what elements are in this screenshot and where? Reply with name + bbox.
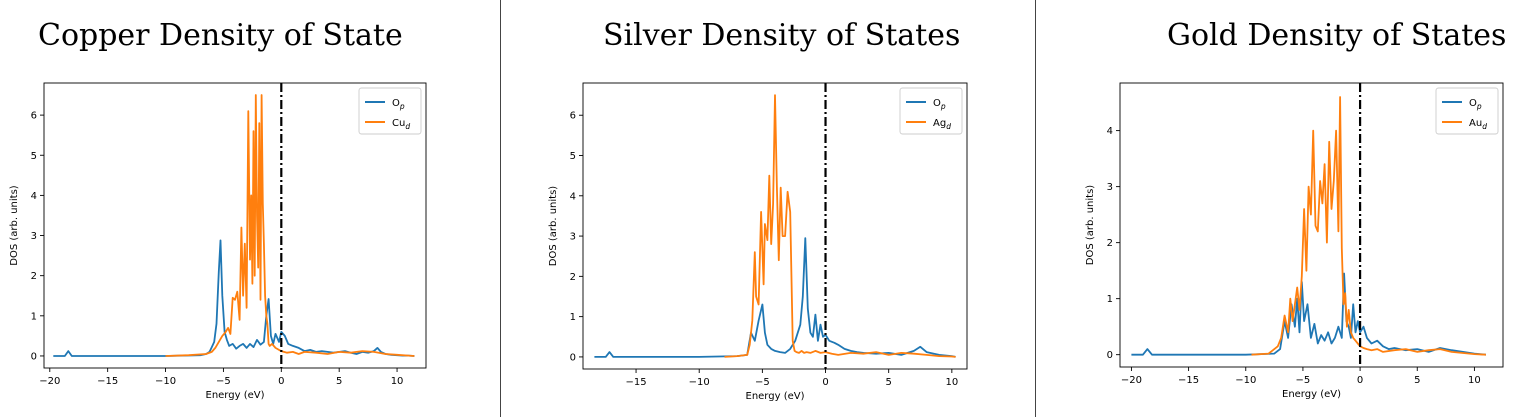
axes-frame	[1119, 82, 1504, 368]
x-tick-label: 0	[822, 377, 828, 388]
x-tick-label: −20	[1121, 375, 1142, 386]
series-line-o	[594, 237, 956, 358]
y-tick-label: 6	[31, 111, 37, 122]
x-tick-label: 0	[1357, 375, 1363, 386]
y-tick-label: 5	[31, 151, 37, 162]
x-tick-label: −15	[97, 376, 118, 387]
y-tick-label: 3	[1107, 182, 1113, 193]
x-tick-label: 0	[278, 376, 284, 387]
series-line-au	[1251, 96, 1486, 356]
legend-label: Op	[392, 98, 405, 111]
x-tick-label: 5	[1414, 375, 1420, 386]
y-tick-label: 4	[31, 191, 37, 202]
silver-dos-chart: −15 −10 −5 0 5 10 0 1 2 3 4 5 6 Energy (eV) DOS (arb. …	[548, 82, 968, 402]
y-tick-label: 4	[1107, 126, 1113, 137]
y-tick-label: 2	[570, 272, 576, 283]
y-tick-label: 5	[570, 151, 576, 162]
silver-panel: Silver Density of States −15 −10 −5 0 5 10 0 1 2…	[501, 0, 1035, 417]
y-tick-label: 1	[570, 312, 576, 323]
y-tick-label: 1	[1107, 294, 1113, 305]
x-tick-label: −10	[155, 376, 176, 387]
y-tick-label: 0	[1107, 350, 1113, 361]
y-tick-label: 0	[31, 351, 37, 362]
x-tick-label: −10	[1235, 375, 1256, 386]
y-tick-label: 3	[570, 232, 576, 243]
x-tick-label: −5	[216, 376, 231, 387]
axes-frame	[582, 82, 968, 370]
panel-divider	[500, 0, 501, 417]
series-line-ag	[724, 94, 956, 358]
x-tick-label: 10	[1468, 375, 1481, 386]
chart-title: Silver Density of States	[603, 18, 961, 53]
y-tick-label: 6	[570, 111, 576, 122]
y-tick-label: 4	[570, 191, 576, 202]
legend-label: Op	[1469, 98, 1482, 111]
legend-box	[899, 87, 963, 135]
x-tick-label: −15	[625, 377, 646, 388]
y-axis-label: DOS (arb. units)	[9, 185, 20, 266]
legend-label: Op	[933, 98, 946, 111]
plot-area	[594, 94, 956, 358]
x-tick-label: −20	[39, 376, 60, 387]
axes-frame	[43, 82, 427, 369]
series-line-cu	[165, 94, 415, 357]
legend-label: Agd	[933, 118, 951, 131]
gold-panel: Gold Density of States −20 −15 −10 −5 0 5 10 0 1…	[1036, 0, 1529, 417]
plot-area	[53, 94, 415, 357]
y-tick-label: 2	[1107, 238, 1113, 249]
x-tick-label: −15	[1178, 375, 1199, 386]
x-axis-label: Energy (eV)	[1282, 389, 1341, 400]
x-tick-label: −5	[1296, 375, 1311, 386]
legend-label: Cud	[392, 118, 410, 131]
legend-label: Aud	[1469, 118, 1487, 131]
y-tick-label: 3	[31, 231, 37, 242]
x-tick-label: 5	[885, 377, 891, 388]
y-axis-label: DOS (arb. units)	[1085, 185, 1096, 266]
chart-title: Copper Density of State	[38, 18, 403, 53]
x-tick-label: −5	[755, 377, 770, 388]
gold-dos-chart: −20 −15 −10 −5 0 5 10 0 1 2 3 4 Energy (eV) DOS (arb.…	[1085, 82, 1504, 400]
legend-box	[358, 87, 422, 135]
copper-panel: Copper Density of State −20 −15 −10 −5 0 5 10 0…	[0, 0, 500, 417]
panel-divider	[1035, 0, 1036, 417]
x-tick-label: 10	[391, 376, 404, 387]
plot-area	[1131, 96, 1486, 356]
series-line-o	[1131, 272, 1486, 356]
y-axis-label: DOS (arb. units)	[548, 186, 559, 267]
x-axis-label: Energy (eV)	[206, 390, 265, 401]
x-tick-label: 10	[945, 377, 958, 388]
x-axis-label: Energy (eV)	[746, 391, 805, 402]
y-tick-label: 2	[31, 271, 37, 282]
legend-box	[1435, 87, 1499, 135]
copper-dos-chart: −20 −15 −10 −5 0 5 10 0 1 2 3 4 5 6 Energy (eV) DOS (ar…	[9, 82, 427, 401]
x-tick-label: −10	[689, 377, 710, 388]
chart-title: Gold Density of States	[1167, 18, 1507, 53]
y-tick-label: 1	[31, 311, 37, 322]
x-tick-label: 5	[336, 376, 342, 387]
y-tick-label: 0	[570, 352, 576, 363]
